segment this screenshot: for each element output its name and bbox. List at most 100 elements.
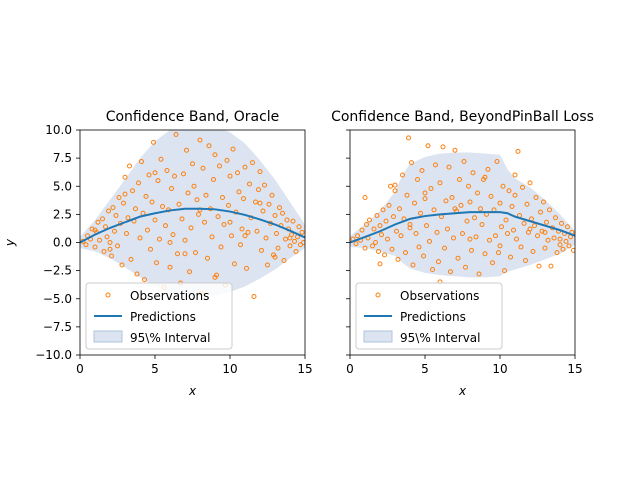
observation-point — [362, 245, 368, 251]
observation-point — [122, 174, 128, 180]
observation-point — [170, 232, 176, 238]
observation-point — [100, 216, 105, 222]
observation-point — [256, 187, 261, 193]
observation-point — [490, 260, 495, 266]
observation-point — [553, 215, 558, 221]
observation-point — [212, 274, 218, 280]
observation-point — [407, 225, 413, 231]
observation-point — [530, 249, 536, 254]
observation-point — [197, 137, 203, 143]
observation-point — [431, 207, 437, 213]
observation-point — [443, 198, 449, 204]
observation-point — [241, 196, 246, 202]
y-tick-label: −2.5 — [43, 264, 72, 278]
observation-point — [169, 186, 174, 191]
observation-point — [463, 264, 468, 270]
observation-point — [571, 247, 575, 253]
observation-point — [467, 236, 473, 242]
prediction-line — [80, 207, 305, 244]
observation-point — [448, 269, 453, 275]
observation-point — [89, 226, 95, 232]
observation-point — [403, 250, 408, 256]
observation-point — [245, 229, 251, 235]
observation-point — [355, 233, 360, 239]
observation-point — [442, 245, 447, 251]
observation-point — [457, 177, 462, 182]
observation-point — [373, 240, 378, 245]
observation-point — [97, 237, 102, 243]
observation-point — [128, 256, 134, 262]
observation-point — [551, 235, 557, 241]
observation-point — [560, 246, 566, 252]
observation-point — [559, 220, 564, 226]
observation-point — [236, 189, 242, 195]
observation-point — [125, 215, 131, 221]
observation-point — [292, 238, 297, 244]
observation-point — [410, 262, 416, 268]
observation-point — [380, 207, 386, 213]
observation-point — [557, 242, 563, 248]
observation-point — [503, 217, 509, 223]
observation-point — [176, 201, 182, 207]
observation-point — [451, 235, 456, 241]
observation-point — [115, 243, 120, 249]
observation-point — [422, 196, 428, 202]
observation-point — [127, 163, 132, 169]
observation-point — [541, 199, 546, 205]
observation-point — [506, 188, 512, 194]
observation-point — [362, 195, 368, 200]
observation-point — [505, 231, 510, 236]
observation-point — [461, 159, 467, 164]
observation-point — [547, 207, 552, 213]
observation-point — [524, 201, 530, 207]
observation-point — [386, 202, 392, 208]
observation-point — [482, 251, 488, 257]
observation-point — [157, 236, 162, 242]
observation-point — [436, 259, 441, 265]
observation-point — [520, 184, 525, 190]
observation-point — [389, 246, 395, 252]
confidence-band — [80, 130, 305, 297]
y-tick-label: −7.5 — [43, 320, 72, 334]
observation-point — [149, 199, 155, 205]
observation-point — [392, 182, 398, 188]
observation-point — [445, 226, 450, 232]
observation-point — [545, 237, 551, 243]
observation-point — [133, 206, 138, 212]
observation-point — [500, 183, 506, 189]
observation-point — [527, 180, 533, 186]
observation-point — [83, 242, 89, 248]
observation-point — [220, 195, 225, 200]
observation-point — [293, 249, 299, 254]
observation-point — [464, 218, 470, 224]
observation-point — [299, 229, 305, 235]
observation-point — [518, 244, 524, 250]
observation-point — [272, 254, 278, 260]
observation-point — [226, 202, 231, 208]
observation-point — [230, 146, 236, 152]
observation-point — [184, 147, 189, 153]
observation-point — [212, 152, 218, 158]
observation-point — [296, 224, 302, 230]
legend-entry: 95\% Interval — [400, 331, 480, 345]
observation-point — [476, 271, 482, 277]
observation-point — [497, 200, 503, 206]
observation-point — [110, 205, 116, 211]
observation-point — [407, 222, 413, 227]
y-tick-label: 5.0 — [53, 179, 72, 193]
observation-point — [416, 244, 422, 250]
observation-point — [455, 255, 461, 261]
legend: Observations Predictions 95\% Interval — [85, 282, 233, 350]
observation-point — [301, 240, 305, 245]
observation-point — [515, 148, 521, 154]
y-tick-label: −10.0 — [35, 348, 72, 362]
observation-point — [95, 219, 101, 225]
observation-point — [563, 238, 569, 244]
legend-entry: Observations — [130, 289, 209, 303]
observation-point — [509, 204, 515, 209]
observation-point — [92, 227, 98, 233]
x-tick-label: 5 — [421, 362, 429, 376]
observation-point — [359, 227, 365, 233]
observation-point — [469, 247, 474, 253]
